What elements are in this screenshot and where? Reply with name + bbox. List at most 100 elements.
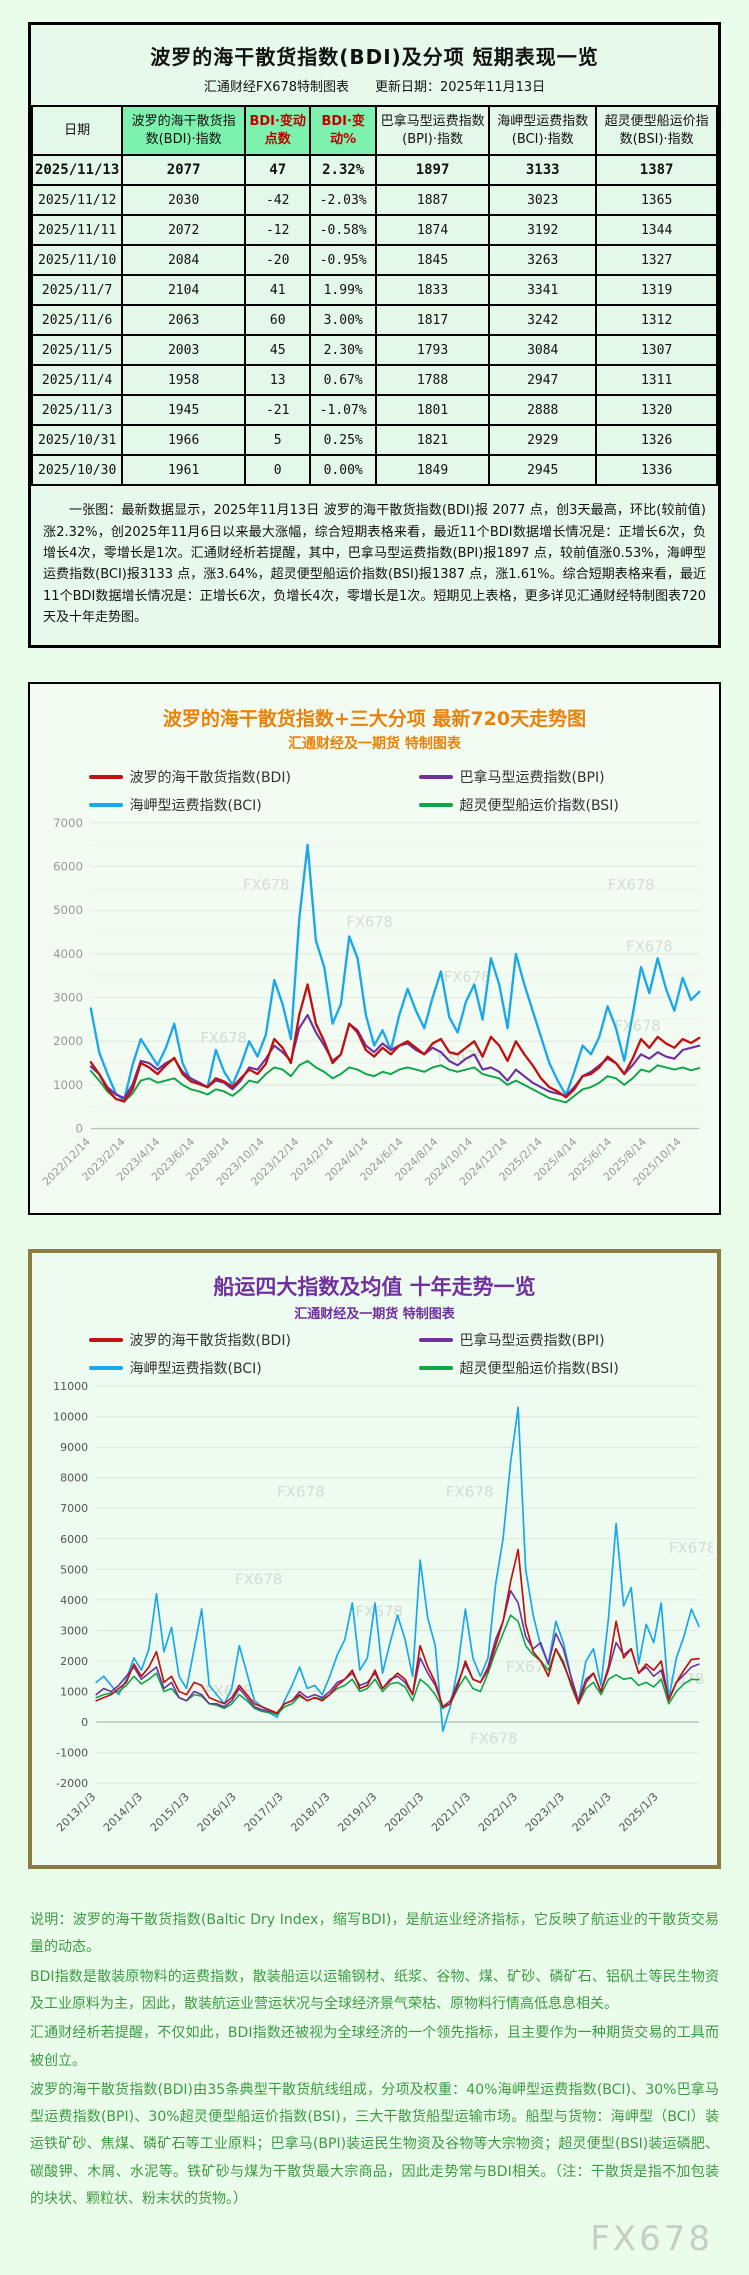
column-header: BDI·变动% [309, 104, 377, 157]
table-cell: 2025/11/3 [30, 394, 124, 427]
table-cell: 0 [243, 454, 312, 487]
table-cell: 3263 [488, 244, 598, 277]
svg-text:11000: 11000 [53, 1380, 88, 1393]
short-term-panel: 波罗的海干散货指数(BDI)及分项 短期表现一览 汇通财经FX678特制图表 更… [28, 22, 721, 648]
column-header: 超灵便型船运价指数(BSI)·指数 [595, 104, 718, 157]
legend-swatch [419, 1337, 454, 1342]
table-cell: 47 [243, 154, 312, 187]
legend-swatch [89, 774, 124, 779]
svg-text:FX678: FX678 [346, 914, 393, 931]
table-cell: 1344 [595, 214, 718, 247]
table-cell: 1833 [374, 274, 491, 307]
table-cell: 1849 [374, 454, 491, 487]
table-cell: 2084 [121, 244, 246, 277]
svg-text:1000: 1000 [60, 1685, 88, 1698]
svg-text:2022/1/3: 2022/1/3 [476, 1790, 520, 1834]
table-cell: 1945 [121, 394, 246, 427]
svg-text:FX678: FX678 [444, 969, 491, 986]
table-cell: 1817 [374, 304, 491, 337]
legend-item: 波罗的海干散货指数(BDI) [89, 767, 329, 787]
table-cell: 1887 [374, 184, 491, 217]
page-subtitle: 汇通财经FX678特制图表 更新日期：2025年11月13日 [203, 80, 546, 95]
svg-text:6000: 6000 [53, 859, 83, 873]
svg-text:FX678: FX678 [626, 938, 673, 955]
table-cell: 2.30% [309, 334, 377, 367]
svg-text:FX678: FX678 [235, 1570, 283, 1588]
legend-swatch [419, 1365, 454, 1370]
explanation-line: 说明：波罗的海干散货指数(Baltic Dry Index，缩写BDI)，是航运… [30, 1912, 719, 1956]
table-cell: 1327 [595, 244, 718, 277]
svg-text:-1000: -1000 [56, 1746, 88, 1759]
legend-item: 巴拿马型运费指数(BPI) [419, 1330, 659, 1350]
svg-text:3000: 3000 [53, 990, 83, 1004]
table-row: 2025/10/30 1961 0 0.00% 1849 2945 1336 [30, 454, 718, 487]
table-row: 2025/11/3 1945 -21 -1.07% 1801 2888 1320 [30, 394, 718, 427]
svg-text:0: 0 [76, 1121, 83, 1135]
svg-text:4000: 4000 [60, 1594, 88, 1607]
legend-label: 巴拿马型运费指数(BPI) [459, 769, 605, 786]
svg-text:2019/1/3: 2019/1/3 [335, 1790, 379, 1834]
table-cell: 3133 [488, 154, 598, 187]
legend-label: 超灵便型船运价指数(BSI) [459, 797, 619, 814]
table-row: 2025/11/6 2063 60 3.00% 1817 3242 1312 [30, 304, 718, 337]
svg-text:5000: 5000 [60, 1563, 88, 1576]
table-cell: 1961 [121, 454, 246, 487]
svg-text:FX678: FX678 [608, 877, 655, 894]
svg-text:2023/1/3: 2023/1/3 [523, 1790, 567, 1834]
table-cell: 1801 [374, 394, 491, 427]
svg-text:0: 0 [81, 1716, 88, 1729]
legend-swatch [89, 1337, 124, 1342]
svg-text:2021/1/3: 2021/1/3 [429, 1790, 473, 1834]
table-cell: 41 [243, 274, 312, 307]
svg-text:-2000: -2000 [56, 1777, 88, 1790]
table-cell: 3341 [488, 274, 598, 307]
table-cell: 0.00% [309, 454, 377, 487]
table-cell: 1845 [374, 244, 491, 277]
table-cell: 60 [243, 304, 312, 337]
column-header: 日期 [30, 104, 124, 157]
table-cell: 1319 [595, 274, 718, 307]
legend-label: 波罗的海干散货指数(BDI) [129, 1332, 291, 1349]
svg-text:FX678: FX678 [277, 1483, 325, 1501]
svg-text:2000: 2000 [60, 1655, 88, 1668]
legend-item: 巴拿马型运费指数(BPI) [419, 767, 659, 787]
series-line [95, 1548, 700, 1714]
chart-720d-canvas: 0 1000 2000 3000 4000 5000 6000 7000 FX678 FX678 F… [40, 817, 701, 1188]
svg-text:2014/1/3: 2014/1/3 [101, 1790, 145, 1834]
table-cell: 5 [243, 424, 312, 457]
table-cell: 2025/11/11 [30, 214, 124, 247]
fx678-watermark: FX678 [590, 2219, 713, 2260]
table-cell: 2945 [488, 454, 598, 487]
table-cell: 3192 [488, 214, 598, 247]
legend-label: 海岬型运费指数(BCI) [129, 797, 262, 814]
column-header: 巴拿马型运费指数(BPI)·指数 [374, 104, 491, 157]
explanation-line: BDI指数是散装原物料的运费指数，散装船运以运输钢材、纸浆、谷物、煤、矿砂、磷矿… [30, 1968, 719, 2012]
table-cell: 3242 [488, 304, 598, 337]
table-cell: 1897 [374, 154, 491, 187]
table-cell: 45 [243, 334, 312, 367]
table-cell: 1793 [374, 334, 491, 367]
chart-10y-panel: 船运四大指数及均值 十年走势一览 汇通财经及一期货 特制图表 波罗的海干散货指数… [28, 1248, 721, 1870]
svg-text:2016/1/3: 2016/1/3 [195, 1790, 239, 1834]
table-cell: 2888 [488, 394, 598, 427]
svg-text:2013/1/3: 2013/1/3 [54, 1790, 98, 1834]
table-cell: -0.58% [309, 214, 377, 247]
legend-item: 海岬型运费指数(BCI) [89, 795, 329, 815]
table-cell: 1387 [595, 154, 718, 187]
chart-720d-title: 波罗的海干散货指数+三大分项 最新720天走势图 [162, 707, 587, 730]
table-cell: 2929 [488, 424, 598, 457]
table-cell: 2025/11/12 [30, 184, 124, 217]
table-cell: 2025/10/31 [30, 424, 124, 457]
table-cell: 2063 [121, 304, 246, 337]
chart-10y-legend: 波罗的海干散货指数(BDI) 巴拿马型运费指数(BPI) 海岬型运费指数(BCI) 超… [63, 1330, 686, 1378]
short-term-table: 日期 波罗的海干散货指数(BDI)·指数 BDI·变动点数 BDI·变动% 巴拿马型运费… [30, 104, 718, 487]
table-body: 2025/11/13 2077 47 2.32% 1897 3133 1387 2025/11… [30, 154, 718, 487]
table-row: 2025/11/7 2104 41 1.99% 1833 3341 1319 [30, 274, 718, 307]
table-cell: -1.07% [309, 394, 377, 427]
table-row: 2025/11/10 2084 -20 -0.95% 1845 3263 1327 [30, 244, 718, 277]
svg-text:4000: 4000 [53, 947, 83, 961]
table-row: 2025/11/5 2003 45 2.30% 1793 3084 1307 [30, 334, 718, 367]
explanation-line: 汇通财经析若提醒，不仅如此，BDI指数还被视为全球经济的一个领先指标，且主要作为… [30, 2025, 719, 2069]
svg-text:2015/1/3: 2015/1/3 [148, 1790, 192, 1834]
